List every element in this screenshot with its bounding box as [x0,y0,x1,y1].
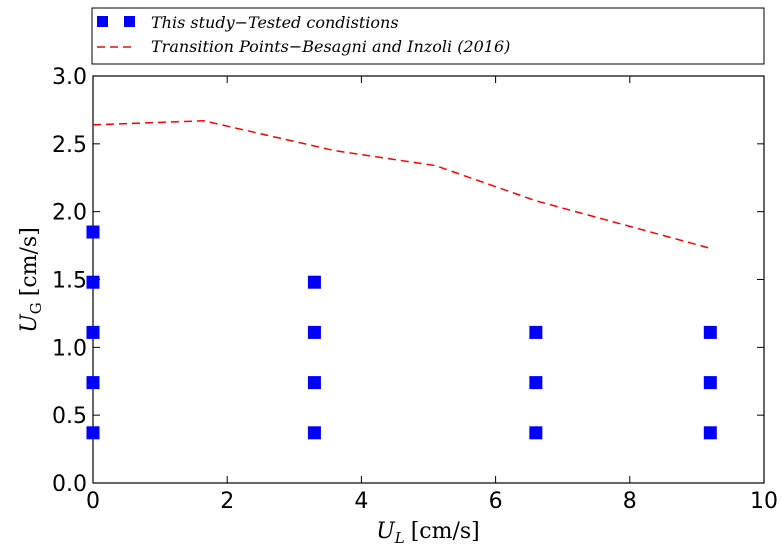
plot-frame [92,75,765,484]
transition-points-line [92,120,711,250]
series-transition-points [92,120,711,250]
tested-condition-point [703,325,717,339]
legend-label-tested: This study−Tested condistions [151,13,399,32]
tested-condition-point [86,376,100,390]
tested-condition-point [307,426,321,440]
x-tick-label: 2 [220,489,234,514]
series-tested-conditions [86,225,717,440]
y-tick-label: 1.0 [52,336,87,361]
legend-entry-tested: This study−Tested condistions [97,13,399,32]
tested-condition-point [86,225,100,239]
x-axis-label-symbol: U [376,519,396,544]
legend: This study−Tested condistions Transition… [91,7,765,65]
y-axis-label: UG [cm/s] [17,227,45,333]
x-tick-label: 8 [623,489,637,514]
x-axis-label-unit: [cm/s] [411,519,480,544]
x-axis-label: UL [cm/s] [376,519,480,547]
legend-label-transition: Transition Points−Besagni and Inzoli (20… [151,37,510,56]
x-tick-label: 10 [750,489,778,514]
x-tick-label: 6 [489,489,503,514]
y-tick-label: 2.5 [52,133,87,158]
tested-condition-point [307,325,321,339]
y-axis: 0.0 0.5 1.0 1.5 2.0 2.5 3.0 [52,65,764,497]
tested-condition-point [307,376,321,390]
y-tick-label: 2.0 [52,201,87,226]
x-axis: 0 2 4 6 8 10 [86,76,778,514]
legend-marker-square [97,16,108,27]
tested-condition-point [529,426,543,440]
x-axis-label-subscript: L [394,529,405,547]
tested-condition-point [703,426,717,440]
tested-condition-point [86,325,100,339]
y-tick-label: 3.0 [52,65,87,90]
y-tick-label: 1.5 [52,269,87,294]
tested-condition-point [307,275,321,289]
y-tick-label: 0.0 [52,472,87,497]
legend-frame [91,7,765,65]
y-axis-label-symbol: U [17,313,42,333]
x-tick-label: 0 [86,489,100,514]
tested-condition-point [529,325,543,339]
tested-condition-point [86,275,100,289]
legend-marker-square [124,16,135,27]
y-tick-label: 0.5 [52,404,87,429]
x-tick-label: 4 [354,489,368,514]
tested-condition-point [703,376,717,390]
y-axis-label-subscript: G [27,302,45,314]
tested-condition-point [86,426,100,440]
legend-entry-transition: Transition Points−Besagni and Inzoli (20… [97,37,510,56]
y-axis-label-unit: [cm/s] [17,227,42,296]
tested-condition-point [529,376,543,390]
